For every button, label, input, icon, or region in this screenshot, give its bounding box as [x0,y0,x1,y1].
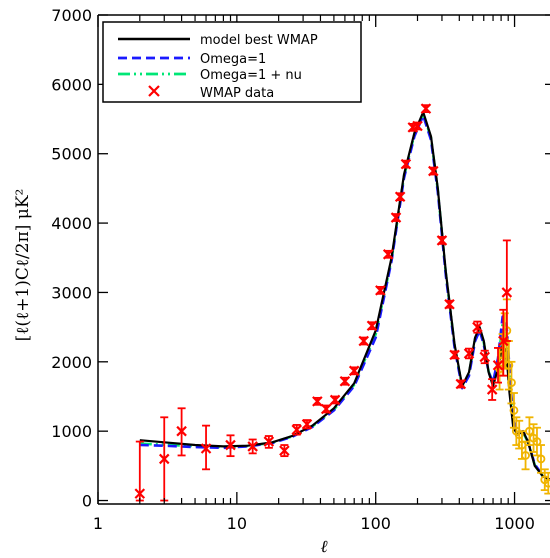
y-tick-label: 7000 [51,6,92,25]
data-point-marker [444,298,455,310]
legend-label-wmap-data: WMAP data [200,86,274,101]
legend-box [102,21,362,103]
series-line-1 [139,114,550,481]
legend-swatch-wmap-data [148,85,160,97]
data-point-marker [479,351,491,363]
data-point-marker [225,439,236,451]
data-points [134,103,550,502]
data-point-marker [176,425,187,437]
axes-frame [97,14,550,505]
data-point-marker [200,443,212,454]
data-point-marker [375,285,386,296]
x-tick-label: 100 [360,514,391,533]
legend-marker-x [148,85,160,97]
axis-ticks: 0 1000 2000 3000 4000 5000 6000 7000 1 10 100 1000 [51,6,550,533]
data-point-marker [486,384,498,395]
data-point-marker [472,321,483,333]
data-point-marker [509,405,519,415]
data-point-marker [279,445,290,456]
data-point-marker [348,365,360,377]
data-point-marker [358,335,370,347]
y-tick-label: 2000 [51,353,92,372]
data-point-marker [455,378,467,390]
y-tick-label: 5000 [51,145,92,164]
data-point-marker [532,437,542,446]
y-tick-label: 0 [82,492,92,511]
x-axis-label: ℓ [320,537,327,557]
data-point-marker [382,249,394,260]
data-point-marker [263,436,275,447]
data-point-marker [390,212,402,223]
model-curves [139,111,550,481]
data-point-marker [339,375,351,387]
series-line-0 [139,111,550,481]
y-axis-label: [ℓ(ℓ+1)Cℓ/2π] μK² [13,189,33,342]
data-point-marker [320,403,332,415]
x-tick-label: 1 [93,514,103,533]
data-point-marker [291,424,303,436]
data-point-marker [394,191,406,203]
data-point-marker [366,320,378,332]
legend-label-omega1-nu: Omega=1 + nu [200,68,302,83]
y-tick-label: 1000 [51,422,92,441]
data-point-marker [301,418,313,430]
series-line-2 [139,112,550,481]
y-tick-label: 3000 [51,283,92,302]
data-point-marker [543,478,550,488]
data-point-marker [449,349,460,361]
data-point-marker [501,287,513,298]
data-point-marker [492,359,504,371]
legend-label-model: model best WMAP [200,33,318,48]
y-tick-label: 4000 [51,214,92,233]
data-point-marker [436,235,448,246]
data-point-marker [536,454,546,464]
data-point-marker [428,165,439,177]
data-point-marker [507,378,516,388]
data-point-marker [400,158,412,170]
data-point-marker [521,451,530,460]
data-point-marker [329,394,341,406]
data-point-marker [158,453,170,465]
legend-label-omega1: Omega=1 [200,52,266,67]
data-point-marker [247,441,258,452]
x-tick-label: 10 [227,514,247,533]
legend: model best WMAP Omega=1 Omega=1 + nu WMA… [102,21,362,103]
data-point-marker [463,348,475,359]
y-tick-label: 6000 [51,75,92,94]
data-point-marker [312,396,323,407]
data-point-marker [420,103,432,114]
data-point-marker [134,488,146,499]
data-point-marker [412,120,423,132]
x-tick-label: 1000 [494,514,535,533]
